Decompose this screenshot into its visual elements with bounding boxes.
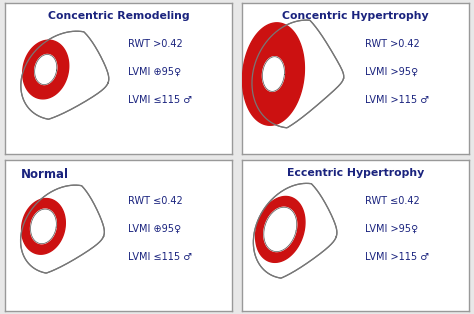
Text: LVMI ⊕95♀: LVMI ⊕95♀ (128, 224, 181, 234)
Text: RWT >0.42: RWT >0.42 (128, 39, 182, 49)
Text: Concentric Hypertrophy: Concentric Hypertrophy (282, 11, 428, 21)
Text: LVMI ≤115 ♂: LVMI ≤115 ♂ (128, 252, 191, 262)
Polygon shape (20, 185, 104, 273)
Polygon shape (243, 23, 304, 125)
Polygon shape (264, 207, 297, 252)
Polygon shape (23, 40, 69, 99)
Polygon shape (22, 198, 65, 254)
Text: Concentric Remodeling: Concentric Remodeling (48, 11, 190, 21)
Text: LVMI >95♀: LVMI >95♀ (365, 67, 418, 77)
Text: RWT >0.42: RWT >0.42 (365, 39, 419, 49)
Polygon shape (35, 54, 57, 84)
Polygon shape (263, 57, 284, 91)
Text: LVMI ⊕95♀: LVMI ⊕95♀ (128, 67, 181, 77)
Text: RWT ≤0.42: RWT ≤0.42 (128, 196, 182, 206)
Polygon shape (30, 209, 56, 244)
Text: LVMI ≤115 ♂: LVMI ≤115 ♂ (128, 95, 191, 105)
Text: LVMI >95♀: LVMI >95♀ (365, 224, 418, 234)
Text: Normal: Normal (21, 168, 69, 181)
Text: RWT ≤0.42: RWT ≤0.42 (365, 196, 419, 206)
Text: LVMI >115 ♂: LVMI >115 ♂ (365, 95, 428, 105)
Polygon shape (21, 31, 109, 119)
Text: Eccentric Hypertrophy: Eccentric Hypertrophy (287, 168, 424, 177)
Polygon shape (255, 197, 305, 262)
Polygon shape (253, 183, 337, 278)
Polygon shape (252, 20, 344, 128)
Text: LVMI >115 ♂: LVMI >115 ♂ (365, 252, 428, 262)
